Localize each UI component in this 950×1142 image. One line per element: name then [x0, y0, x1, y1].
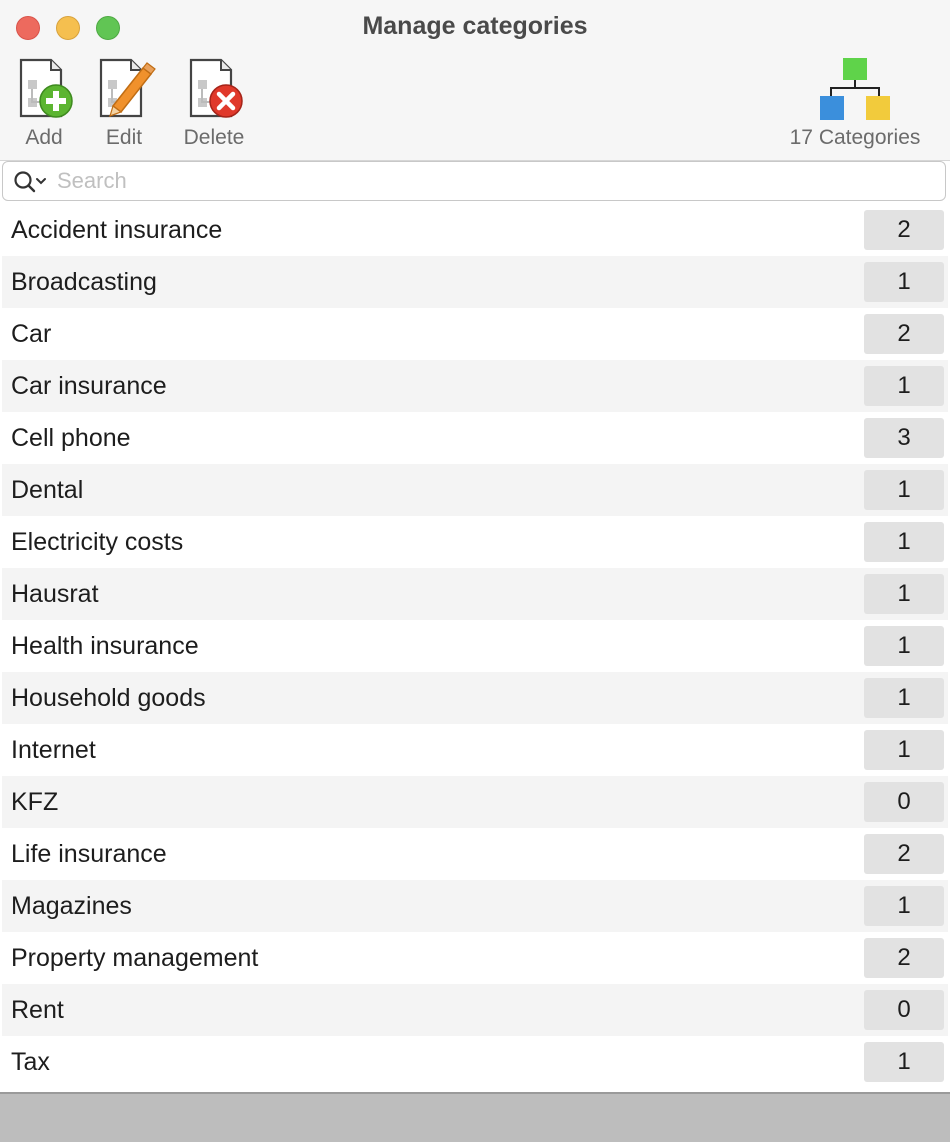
category-name: Accident insurance	[11, 216, 223, 244]
category-count-badge: 0	[864, 782, 944, 822]
category-count-badge: 2	[864, 834, 944, 874]
category-row[interactable]: Accident insurance 2	[2, 204, 948, 256]
category-name: Hausrat	[11, 580, 99, 608]
category-name: Property management	[11, 944, 259, 972]
add-category-icon	[19, 58, 73, 118]
category-count-badge: 2	[864, 210, 944, 250]
edit-button[interactable]: Edit	[84, 56, 164, 150]
category-name: Rent	[11, 996, 64, 1024]
category-row[interactable]: Household goods 1	[2, 672, 948, 724]
delete-label: Delete	[183, 126, 245, 149]
category-row[interactable]: Car insurance 1	[2, 360, 948, 412]
category-row[interactable]: Dental 1	[2, 464, 948, 516]
title-toolbar: Manage categories Add	[0, 0, 950, 161]
category-row[interactable]: Internet 1	[2, 724, 948, 776]
category-count-badge: 1	[864, 886, 944, 926]
search-input[interactable]	[57, 166, 927, 196]
category-count-badge: 2	[864, 314, 944, 354]
category-name: Tax	[11, 1048, 50, 1076]
category-name: KFZ	[11, 788, 59, 816]
category-name: Electricity costs	[11, 528, 184, 556]
category-count-badge: 1	[864, 574, 944, 614]
category-count-badge: 1	[864, 470, 944, 510]
window-title: Manage categories	[362, 12, 588, 40]
search-bar	[2, 161, 946, 201]
minimize-button[interactable]	[56, 16, 80, 40]
category-count-badge: 1	[864, 522, 944, 562]
category-count-badge: 0	[864, 990, 944, 1030]
close-button[interactable]	[16, 16, 40, 40]
category-hierarchy-icon	[820, 58, 890, 120]
category-count: 17 Categories	[789, 126, 921, 149]
delete-category-icon	[189, 58, 243, 118]
search-icon[interactable]	[13, 170, 51, 194]
category-row[interactable]: Rent 0	[2, 984, 948, 1036]
category-name: Internet	[11, 736, 96, 764]
category-name: Car	[11, 320, 52, 348]
add-button[interactable]: Add	[4, 56, 84, 150]
category-name: Magazines	[11, 892, 132, 920]
bottom-bar	[0, 1092, 950, 1142]
category-row[interactable]: Tax 1	[2, 1036, 948, 1088]
category-row[interactable]: Magazines 1	[2, 880, 948, 932]
category-count-badge: 1	[864, 366, 944, 406]
category-summary: 17 Categories	[780, 56, 930, 150]
category-name: Car insurance	[11, 372, 167, 400]
category-count-badge: 1	[864, 626, 944, 666]
category-row[interactable]: Life insurance 2	[2, 828, 948, 880]
category-row[interactable]: Car 2	[2, 308, 948, 360]
delete-button[interactable]: Delete	[174, 56, 254, 150]
category-name: Household goods	[11, 684, 206, 712]
category-count-badge: 1	[864, 730, 944, 770]
category-name: Health insurance	[11, 632, 199, 660]
category-row[interactable]: Cell phone 3	[2, 412, 948, 464]
category-row[interactable]: Broadcasting 1	[2, 256, 948, 308]
category-count-badge: 1	[864, 262, 944, 302]
category-row[interactable]: Health insurance 1	[2, 620, 948, 672]
category-name: Dental	[11, 476, 84, 504]
category-count-badge: 3	[864, 418, 944, 458]
category-row[interactable]: Hausrat 1	[2, 568, 948, 620]
edit-category-icon	[99, 58, 156, 118]
category-count-badge: 1	[864, 678, 944, 718]
category-row[interactable]: Property management 2	[2, 932, 948, 984]
zoom-button[interactable]	[96, 16, 120, 40]
category-name: Life insurance	[11, 840, 167, 868]
category-name: Broadcasting	[11, 268, 157, 296]
category-name: Cell phone	[11, 424, 131, 452]
category-row[interactable]: KFZ 0	[2, 776, 948, 828]
category-list: Accident insurance 2 Broadcasting 1 Car 2 Car …	[2, 204, 948, 1088]
category-count-badge: 1	[864, 1042, 944, 1082]
edit-label: Edit	[105, 126, 143, 149]
category-count-badge: 2	[864, 938, 944, 978]
category-row[interactable]: Electricity costs 1	[2, 516, 948, 568]
add-label: Add	[25, 126, 63, 149]
